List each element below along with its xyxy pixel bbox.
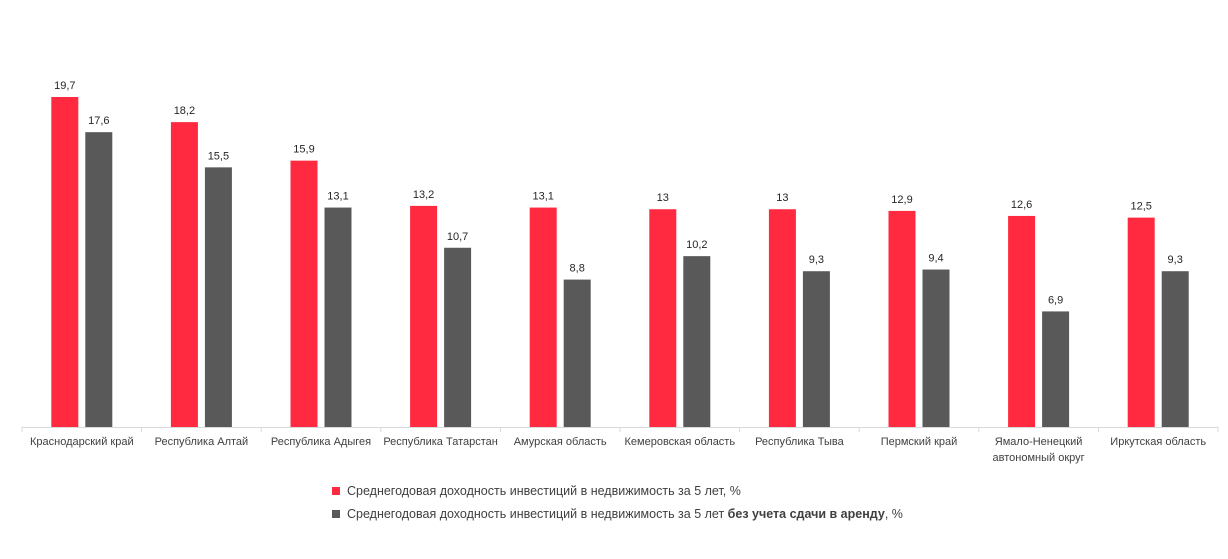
- data-label: 15,9: [293, 144, 314, 156]
- legend-label-yield-without-rent: Среднегодовая доходность инвестиций в не…: [347, 507, 903, 521]
- data-label: 13,1: [532, 191, 553, 203]
- legend-label-bold-part: без учета сдачи в аренду: [727, 507, 885, 521]
- bar-yield-without-rent: [204, 167, 232, 427]
- bar-yield-without-rent: [1042, 311, 1070, 427]
- bar-yield-without-rent: [324, 207, 352, 427]
- legend-label-part: Среднегодовая доходность инвестиций в не…: [347, 507, 728, 521]
- x-tick-label: Краснодарский край: [30, 436, 134, 448]
- bar-yield-without-rent: [683, 256, 711, 427]
- x-tick-label: Республика Татарстан: [383, 436, 498, 448]
- data-label: 8,8: [570, 263, 585, 275]
- x-tick-label: автономный округ: [993, 452, 1085, 464]
- data-label: 13: [657, 192, 669, 204]
- x-tick-label: Иркутская область: [1110, 436, 1206, 448]
- data-label: 19,7: [54, 80, 75, 92]
- bar-total-yield: [1008, 215, 1036, 427]
- legend-swatch-gray: [332, 510, 340, 518]
- x-axis: Краснодарский край Республика Алтай Респуб…: [21, 427, 1219, 464]
- data-label: 12,6: [1011, 199, 1032, 211]
- data-label: 18,2: [174, 105, 195, 117]
- bars-layer: [51, 97, 1189, 428]
- data-label: 10,2: [686, 239, 707, 251]
- data-label: 13,2: [413, 189, 434, 201]
- data-label: 12,5: [1130, 201, 1151, 213]
- legend-item-total-yield: Среднегодовая доходность инвестиций в не…: [332, 484, 741, 498]
- legend-item-yield-without-rent: Среднегодовая доходность инвестиций в не…: [332, 507, 903, 521]
- data-label: 13: [776, 192, 788, 204]
- data-label: 15,5: [208, 150, 229, 162]
- x-tick-label: Ямало-Ненецкий: [995, 436, 1083, 448]
- x-tick-label: Республика Адыгея: [271, 436, 371, 448]
- bar-yield-without-rent: [85, 132, 113, 427]
- x-tick-label: Республика Алтай: [155, 436, 249, 448]
- x-tick-label: Кемеровская область: [625, 436, 736, 448]
- data-label: 12,9: [891, 194, 912, 206]
- x-tick-label: Республика Тыва: [755, 436, 845, 448]
- data-label: 6,9: [1048, 294, 1063, 306]
- data-label: 9,4: [928, 253, 943, 265]
- bar-total-yield: [170, 122, 198, 428]
- bar-total-yield: [1127, 217, 1155, 427]
- x-tick-label: Пермский край: [881, 436, 958, 448]
- data-label: 9,3: [1168, 254, 1183, 266]
- legend-swatch-red: [332, 487, 340, 495]
- bar-yield-without-rent: [802, 271, 830, 427]
- bar-yield-without-rent: [563, 279, 591, 427]
- bar-total-yield: [768, 209, 796, 427]
- data-label: 9,3: [809, 254, 824, 266]
- bar-total-yield: [410, 205, 438, 427]
- bar-total-yield: [649, 209, 677, 427]
- bar-yield-without-rent: [1161, 271, 1189, 427]
- bar-yield-without-rent: [444, 247, 472, 427]
- data-label: 10,7: [447, 231, 468, 243]
- bar-total-yield: [290, 160, 318, 427]
- bar-total-yield: [529, 207, 557, 427]
- bar-total-yield: [51, 97, 79, 427]
- legend-label-suffix: , %: [884, 507, 903, 521]
- data-labels: 19,7 17,6 18,2 15,5 15,9 13,1 13,2 10,7 13,1 8,8 1…: [54, 80, 1183, 306]
- legend-label-total-yield: Среднегодовая доходность инвестиций в не…: [347, 484, 741, 498]
- data-label: 17,6: [88, 115, 109, 127]
- bar-total-yield: [888, 210, 916, 427]
- x-tick-label: Амурская область: [514, 436, 607, 448]
- bar-yield-without-rent: [922, 269, 950, 427]
- data-label: 13,1: [327, 191, 348, 203]
